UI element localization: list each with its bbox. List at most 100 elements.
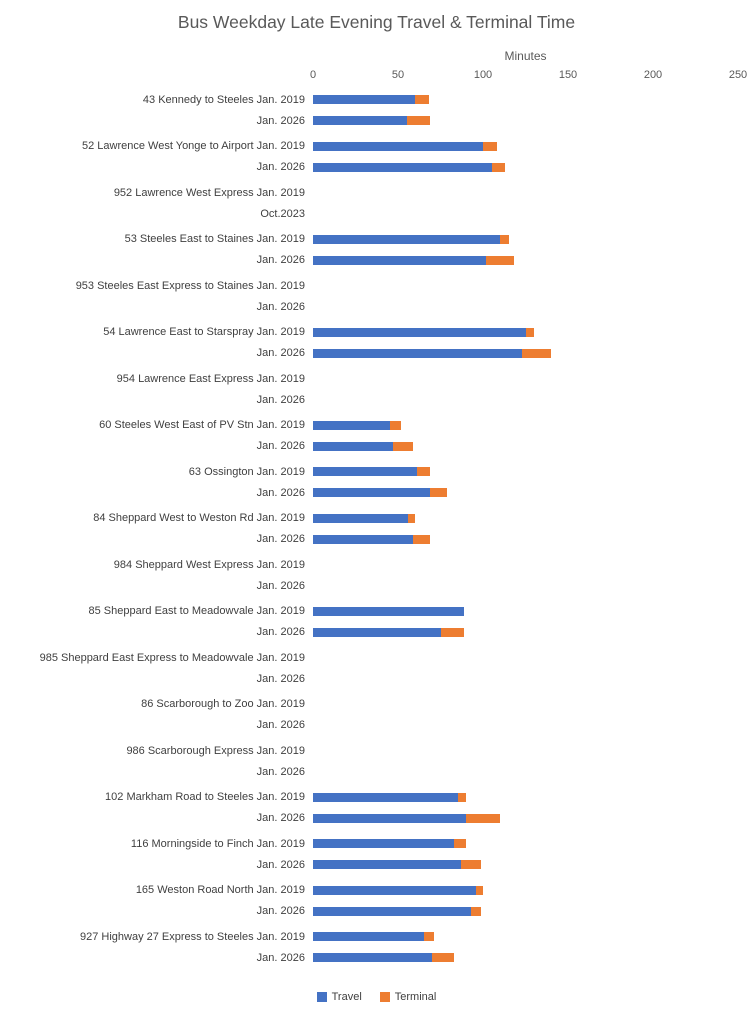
legend-item-terminal: Terminal xyxy=(379,991,436,1003)
bar-track xyxy=(313,91,738,109)
category-label: 953 Steeles East Express to Staines Jan.… xyxy=(75,279,305,292)
chart-row: 954 Lawrence East Express Jan. 2019 xyxy=(0,370,753,388)
travel-bar xyxy=(313,327,526,337)
chart-row: Jan. 2026 xyxy=(0,484,753,502)
category-label: 63 Ossington Jan. 2019 xyxy=(188,465,305,478)
bar-track xyxy=(313,602,738,620)
terminal-bar xyxy=(423,932,434,942)
bar-track xyxy=(313,370,738,388)
bar-track xyxy=(313,902,738,920)
chart-row: 85 Sheppard East to Meadowvale Jan. 2019 xyxy=(0,602,753,620)
travel-bar xyxy=(313,813,466,823)
terminal-bar xyxy=(486,255,514,265)
x-axis-tick-label: 200 xyxy=(643,69,663,81)
bar-track xyxy=(313,137,738,155)
category-label: 52 Lawrence West Yonge to Airport Jan. 2… xyxy=(81,140,305,153)
bar-track xyxy=(313,530,738,548)
category-group: 63 Ossington Jan. 2019 Jan. 2026 xyxy=(0,459,753,506)
x-axis-tick-label: 0 xyxy=(309,69,317,81)
bar-track xyxy=(313,205,738,223)
chart-row: Jan. 2026 xyxy=(0,577,753,595)
chart-row: 927 Highway 27 Express to Steeles Jan. 2… xyxy=(0,928,753,946)
chart-row: Jan. 2026 xyxy=(0,530,753,548)
category-group: 85 Sheppard East to Meadowvale Jan. 2019… xyxy=(0,599,753,646)
chart-row: Jan. 2026 xyxy=(0,856,753,874)
bar-track xyxy=(313,949,738,967)
category-label: Jan. 2026 xyxy=(256,672,305,685)
legend-item-travel: Travel xyxy=(316,990,362,1003)
travel-bar xyxy=(313,348,523,358)
terminal-swatch-icon xyxy=(379,991,390,1002)
x-axis-title: Minutes xyxy=(504,49,547,63)
bar-track xyxy=(313,112,738,130)
category-label: 954 Lawrence East Express Jan. 2019 xyxy=(116,372,305,385)
chart-row: Jan. 2026 xyxy=(0,437,753,455)
chart-row: 53 Steeles East to Staines Jan. 2019 xyxy=(0,230,753,248)
category-label: Jan. 2026 xyxy=(256,486,305,499)
bar-track xyxy=(313,928,738,946)
bar-track xyxy=(313,251,738,269)
category-label: Jan. 2026 xyxy=(256,951,305,964)
terminal-bar xyxy=(413,534,431,544)
travel-bar xyxy=(313,906,472,916)
category-label: 985 Sheppard East Express to Meadowvale … xyxy=(39,651,305,664)
x-axis-tick-label: 100 xyxy=(473,69,493,81)
category-label: Jan. 2026 xyxy=(256,161,305,174)
chart-row: 102 Markham Road to Steeles Jan. 2019 xyxy=(0,788,753,806)
terminal-bar xyxy=(483,141,497,151)
bar-track xyxy=(313,158,738,176)
chart-row: 52 Lawrence West Yonge to Airport Jan. 2… xyxy=(0,137,753,155)
legend: Travel Terminal xyxy=(0,991,753,1003)
chart-row: 63 Ossington Jan. 2019 xyxy=(0,463,753,481)
chart-row: 986 Scarborough Express Jan. 2019 xyxy=(0,742,753,760)
terminal-bar xyxy=(416,467,431,477)
category-group: 984 Sheppard West Express Jan. 2019 Jan. … xyxy=(0,552,753,599)
chart-row: 984 Sheppard West Express Jan. 2019 xyxy=(0,556,753,574)
terminal-bar xyxy=(500,234,509,244)
category-label: Jan. 2026 xyxy=(256,858,305,871)
travel-bar xyxy=(313,885,477,895)
chart-row: Jan. 2026 xyxy=(0,112,753,130)
category-group: 54 Lawrence East to Starspray Jan. 2019 J… xyxy=(0,320,753,367)
travel-bar xyxy=(313,234,500,244)
travel-bar xyxy=(313,839,455,849)
x-axis-tick-label: 250 xyxy=(728,69,748,81)
travel-bar xyxy=(313,534,414,544)
chart-row: Jan. 2026 xyxy=(0,670,753,688)
category-group: 60 Steeles West East of PV Stn Jan. 2019… xyxy=(0,413,753,460)
category-group: 953 Steeles East Express to Staines Jan.… xyxy=(0,273,753,320)
chart-row: 86 Scarborough to Zoo Jan. 2019 xyxy=(0,695,753,713)
chart-row: Jan. 2026 xyxy=(0,251,753,269)
chart-title: Bus Weekday Late Evening Travel & Termin… xyxy=(177,12,576,32)
category-label: 116 Morningside to Finch Jan. 2019 xyxy=(130,837,305,850)
plot-area: 43 Kennedy to Steeles Jan. 2019 Jan. 2026… xyxy=(0,87,753,971)
chart-row: 84 Sheppard West to Weston Rd Jan. 2019 xyxy=(0,509,753,527)
bar-track xyxy=(313,391,738,409)
terminal-bar xyxy=(466,813,500,823)
terminal-bar xyxy=(406,116,431,126)
category-group: 985 Sheppard East Express to Meadowvale … xyxy=(0,645,753,692)
category-group: 43 Kennedy to Steeles Jan. 2019 Jan. 2026 xyxy=(0,87,753,134)
chart-row: 43 Kennedy to Steeles Jan. 2019 xyxy=(0,91,753,109)
terminal-bar xyxy=(408,513,415,523)
terminal-bar xyxy=(522,348,551,358)
travel-swatch-icon xyxy=(316,991,327,1002)
category-label: 165 Weston Road North Jan. 2019 xyxy=(135,884,305,897)
bar-track xyxy=(313,484,738,502)
category-label: Jan. 2026 xyxy=(256,300,305,313)
category-label: 986 Scarborough Express Jan. 2019 xyxy=(126,744,305,757)
bar-track xyxy=(313,277,738,295)
category-label: 53 Steeles East to Staines Jan. 2019 xyxy=(124,233,305,246)
travel-bar xyxy=(313,860,461,870)
chart-row: 165 Weston Road North Jan. 2019 xyxy=(0,881,753,899)
legend-label-travel: Travel xyxy=(331,990,362,1003)
chart-row: 952 Lawrence West Express Jan. 2019 xyxy=(0,184,753,202)
bar-track xyxy=(313,298,738,316)
terminal-bar xyxy=(432,953,455,963)
category-group: 954 Lawrence East Express Jan. 2019 Jan. … xyxy=(0,366,753,413)
category-label: Jan. 2026 xyxy=(256,347,305,360)
bar-track xyxy=(313,344,738,362)
chart-row: Jan. 2026 xyxy=(0,716,753,734)
category-label: Jan. 2026 xyxy=(256,114,305,127)
bar-track xyxy=(313,509,738,527)
